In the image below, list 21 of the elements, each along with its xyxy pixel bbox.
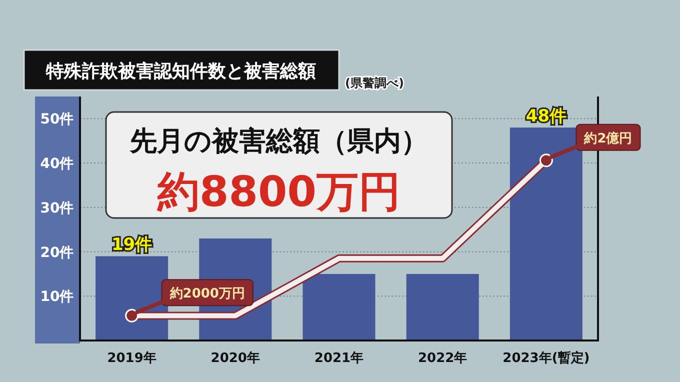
y-tick-label: 10件 (40, 289, 74, 306)
annotation: 先月の被害総額（県内） (129, 126, 428, 157)
y-tick-label: 40件 (40, 156, 74, 172)
annotation: 約2000万円 (168, 286, 245, 302)
y-tick-label: 20件 (40, 244, 74, 261)
bar (406, 274, 479, 340)
chart-title: 特殊詐欺被害認知件数と被害総額 (45, 61, 316, 82)
x-tick-label: 2022年 (418, 351, 468, 366)
bar (510, 128, 582, 340)
chart-subtitle: (県警調べ) (345, 76, 404, 90)
x-tick-label: 2020年 (210, 351, 260, 366)
y-tick-label: 50件 (40, 112, 74, 128)
x-tick-label: 2023年(暫定) (502, 350, 590, 366)
annotation: 約2億円 (583, 130, 632, 146)
bar (302, 274, 376, 340)
data-label: 48件 (526, 106, 567, 127)
annotation: 約8800万円 (156, 167, 400, 216)
y-tick-label: 30件 (40, 200, 74, 216)
x-tick-label: 2021年 (314, 351, 364, 366)
x-tick-label: 2019年 (107, 351, 156, 366)
data-label: 19件 (111, 235, 152, 256)
